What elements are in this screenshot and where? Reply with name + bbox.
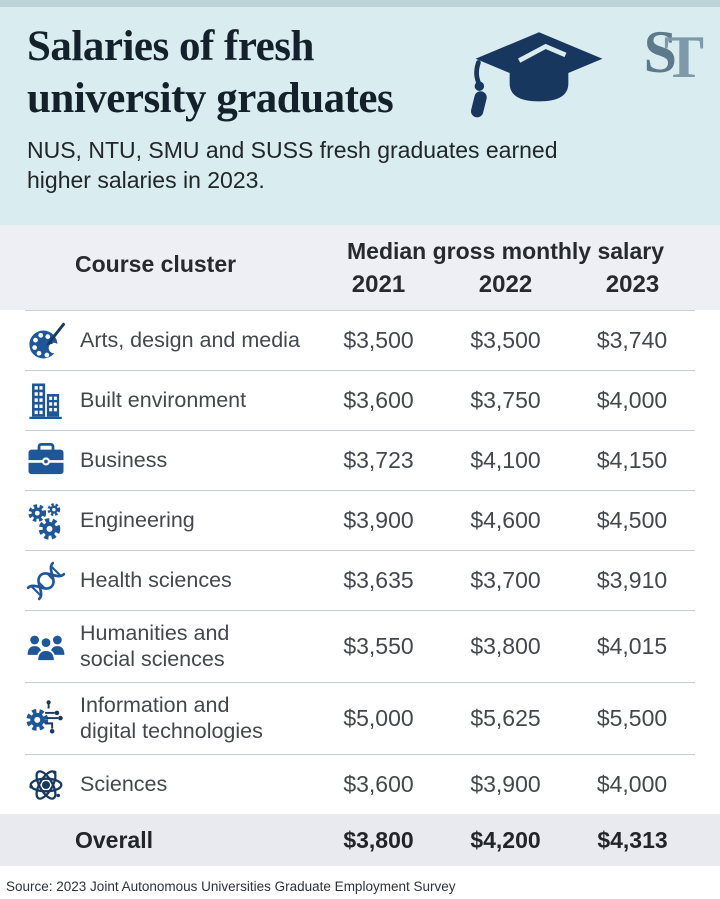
source-note: Source: 2023 Joint Autonomous Universiti… — [6, 879, 456, 894]
table-row-built-environment: Built environment $3,600 $3,750 $4,000 — [25, 370, 695, 430]
column-group-header: Median gross monthly salary — [347, 238, 664, 264]
gears-icon — [25, 500, 67, 542]
page-title-line2: university graduates — [27, 75, 394, 123]
overall-2022: $4,200 — [470, 826, 541, 853]
salary-2022: $3,900 — [470, 771, 541, 797]
salary-2021: $3,635 — [343, 567, 414, 593]
row-label: Humanities and social sciences — [80, 621, 230, 671]
logo-letter-t: T — [663, 24, 704, 90]
page-subtitle: NUS, NTU, SMU and SUSS fresh graduates e… — [27, 136, 558, 194]
salary-2023: $4,015 — [596, 633, 668, 659]
atom-icon — [25, 764, 67, 806]
page-title-line1: Salaries of fresh — [27, 23, 314, 70]
table-body: Arts, design and media $3,500 $3,500 $3,… — [25, 310, 695, 814]
table-row-infotech: Information and digital technologies $5,… — [25, 682, 695, 754]
row-label: Health sciences — [80, 567, 232, 592]
row-label: Arts, design and media — [80, 327, 300, 352]
table-row-humanities: Humanities and social sciences $3,550 $3… — [25, 610, 695, 682]
top-border-strip — [0, 0, 720, 7]
table-row-engineering: Engineering $3,900 $4,600 $4,500 — [25, 490, 695, 550]
row-label: Business — [80, 447, 168, 472]
salary-2022: $3,800 — [470, 633, 541, 659]
salary-2022: $5,625 — [470, 705, 541, 731]
table-row-health-sciences: Health sciences $3,635 $3,700 $3,910 — [25, 550, 695, 610]
logo-letter-s: S — [643, 19, 677, 85]
salary-2022: $4,100 — [470, 447, 541, 473]
row-label: Information and digital technologies — [80, 693, 263, 743]
salary-2023: $3,740 — [596, 327, 668, 353]
salary-2021: $5,000 — [343, 705, 414, 731]
salary-2022: $3,750 — [470, 387, 541, 413]
table-row-business: Business $3,723 $4,100 $4,150 — [25, 430, 695, 490]
salary-2022: $3,700 — [470, 567, 541, 593]
row-label: Sciences — [80, 771, 168, 796]
overall-2023: $4,313 — [597, 826, 668, 853]
dna-icon — [25, 560, 67, 602]
table-header: Course cluster Median gross monthly sala… — [0, 225, 720, 310]
salary-2022: $3,500 — [470, 327, 541, 353]
column-header-2022: 2022 — [478, 271, 533, 298]
overall-2021: $3,800 — [343, 826, 414, 853]
salary-2021: $3,723 — [343, 447, 414, 473]
chip-gear-icon — [25, 698, 67, 740]
salary-2022: $4,600 — [470, 507, 541, 533]
briefcase-icon — [25, 440, 67, 482]
salary-2021: $3,600 — [343, 771, 414, 797]
salary-2023: $4,150 — [596, 447, 668, 473]
page-title: Salaries of fresh university graduates — [0, 7, 720, 126]
overall-row: Overall $3,800 $4,200 $4,313 — [0, 814, 720, 866]
salary-2021: $3,600 — [343, 387, 414, 413]
salary-2023: $4,500 — [596, 507, 668, 533]
salary-2021: $3,500 — [343, 327, 414, 353]
salary-2023: $3,910 — [596, 567, 668, 593]
table-row-arts: Arts, design and media $3,500 $3,500 $3,… — [25, 310, 695, 370]
salary-2023: $4,000 — [596, 771, 668, 797]
st-newspaper-logo: ST — [643, 19, 704, 87]
graduation-cap-icon — [468, 26, 610, 141]
column-header-course-cluster: Course cluster — [75, 250, 237, 277]
table-row-sciences: Sciences $3,600 $3,900 $4,000 — [25, 754, 695, 814]
row-label: Engineering — [80, 507, 195, 532]
salary-2023: $5,500 — [596, 705, 668, 731]
row-label: Built environment — [80, 387, 247, 412]
salary-2023: $4,000 — [596, 387, 668, 413]
column-header-2023: 2023 — [605, 271, 660, 298]
overall-label: Overall — [75, 826, 153, 853]
column-header-2021: 2021 — [351, 271, 406, 298]
salary-2021: $3,900 — [343, 507, 414, 533]
palette-icon — [25, 320, 67, 362]
hero-section: Salaries of fresh university graduates N… — [0, 0, 720, 225]
people-icon — [25, 626, 67, 668]
buildings-icon — [25, 380, 67, 422]
salary-2021: $3,550 — [343, 633, 414, 659]
